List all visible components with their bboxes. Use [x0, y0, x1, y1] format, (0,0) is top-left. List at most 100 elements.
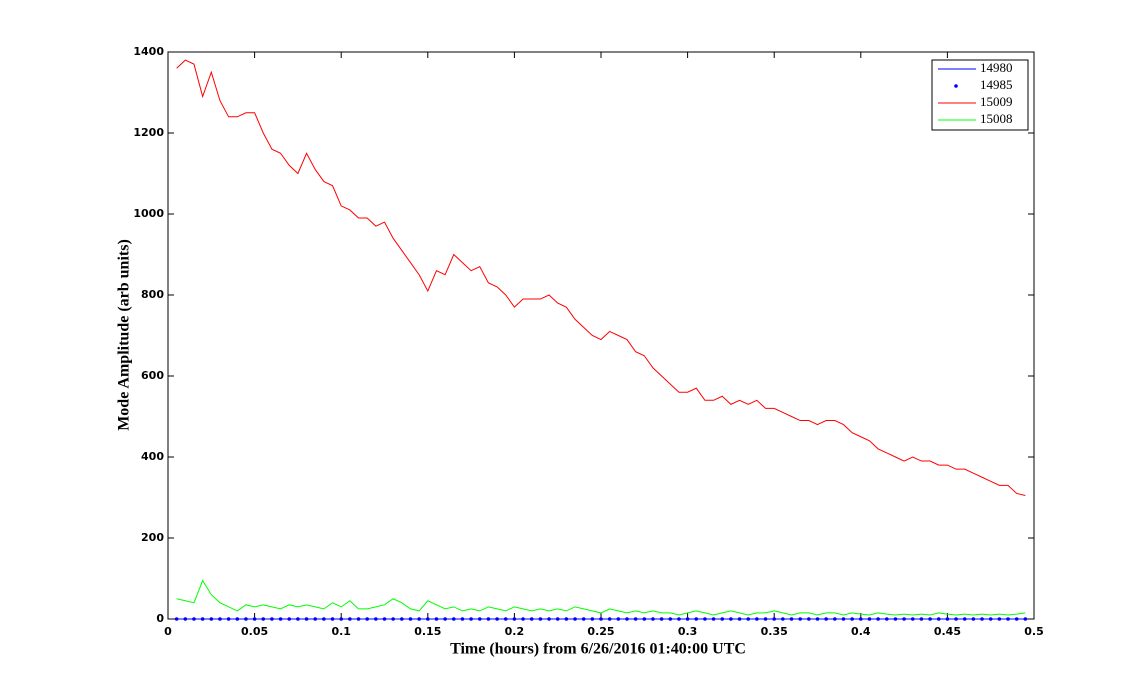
y-tick-label: 800 — [141, 288, 164, 301]
data-point — [781, 617, 785, 621]
data-point — [607, 617, 612, 621]
data-line — [176, 579, 1026, 616]
legend-label: 14980 — [980, 60, 1013, 75]
data-point — [408, 617, 413, 621]
data-point — [477, 617, 482, 621]
data-point — [859, 617, 863, 621]
data-point — [451, 617, 456, 621]
data-point — [270, 617, 274, 621]
data-point — [356, 617, 361, 621]
data-point — [685, 617, 690, 621]
data-point — [711, 617, 716, 621]
data-point — [703, 617, 707, 621]
data-point — [313, 617, 318, 621]
data-point — [642, 617, 647, 621]
data-point — [659, 617, 664, 621]
data-point — [694, 617, 699, 621]
x-axis-label: Time (hours) from 6/26/2016 01:40:00 UTC — [450, 641, 746, 658]
y-tick-label: 1400 — [133, 45, 164, 58]
data-point — [910, 617, 915, 621]
data-point — [737, 617, 742, 621]
legend-box — [931, 59, 1029, 131]
data-point — [400, 617, 404, 621]
data-point — [296, 617, 300, 621]
data-point — [426, 617, 430, 621]
data-point — [348, 617, 352, 621]
data-point — [677, 617, 681, 621]
data-point — [529, 617, 534, 621]
data-point — [936, 617, 941, 621]
data-point — [945, 617, 950, 621]
data-point — [633, 617, 638, 621]
x-tick-label: 0.5 — [1024, 625, 1044, 638]
data-point — [512, 617, 517, 621]
data-point — [850, 617, 854, 621]
data-point — [798, 617, 802, 621]
data-point — [443, 617, 447, 621]
data-point — [867, 617, 872, 621]
data-point — [625, 617, 629, 621]
data-point — [200, 617, 205, 621]
data-point — [573, 617, 577, 621]
data-point — [720, 617, 725, 621]
data-point — [183, 617, 188, 621]
data-point — [322, 617, 326, 621]
data-point — [581, 617, 586, 621]
x-tick-label: 0.2 — [505, 625, 525, 638]
x-tick-label: 0.4 — [851, 625, 871, 638]
data-point — [192, 617, 196, 621]
x-tick-label: 0.1 — [331, 625, 351, 638]
data-point — [746, 617, 751, 621]
x-tick-label: 0.25 — [587, 625, 614, 638]
y-tick-label: 200 — [141, 531, 164, 544]
data-point — [763, 617, 768, 621]
data-point — [287, 617, 292, 621]
data-point — [755, 617, 759, 621]
data-point — [833, 617, 837, 621]
data-point — [772, 617, 776, 621]
data-point — [928, 617, 932, 621]
data-point — [235, 617, 240, 621]
data-point — [919, 617, 924, 621]
x-tick-label: 0.15 — [414, 625, 441, 638]
data-point — [789, 617, 794, 621]
legend-label: 14985 — [980, 77, 1013, 92]
data-point — [486, 617, 491, 621]
data-point — [261, 617, 266, 621]
data-point — [1014, 617, 1019, 621]
data-point — [902, 617, 906, 621]
y-tick-label: 1200 — [133, 126, 164, 139]
data-point — [538, 617, 543, 621]
legend-marker — [954, 84, 958, 88]
x-tick-label: 0 — [164, 625, 172, 638]
x-tick-label: 0.3 — [678, 625, 698, 638]
data-point — [547, 617, 551, 621]
data-point — [521, 617, 525, 621]
data-point — [954, 617, 958, 621]
data-point — [226, 617, 231, 621]
y-tick-label: 400 — [141, 450, 164, 463]
data-point — [884, 617, 889, 621]
x-tick-label: 0.05 — [241, 625, 268, 638]
data-point — [815, 617, 820, 621]
data-line — [176, 59, 1026, 496]
data-point — [252, 617, 257, 621]
data-point — [417, 617, 421, 621]
data-point — [876, 617, 880, 621]
x-tick-label: 0.35 — [761, 625, 788, 638]
y-tick-label: 600 — [141, 369, 164, 382]
data-point — [564, 617, 569, 621]
data-point — [997, 617, 1002, 621]
data-point — [434, 617, 439, 621]
data-point — [590, 617, 595, 621]
data-point — [841, 617, 846, 621]
y-tick-label: 1000 — [133, 207, 164, 220]
data-point — [330, 617, 335, 621]
legend-label: 15008 — [980, 111, 1013, 126]
data-point — [374, 617, 378, 621]
data-point — [244, 617, 248, 621]
data-point — [651, 617, 655, 621]
data-point — [391, 617, 395, 621]
data-point — [469, 617, 473, 621]
data-point — [495, 617, 499, 621]
